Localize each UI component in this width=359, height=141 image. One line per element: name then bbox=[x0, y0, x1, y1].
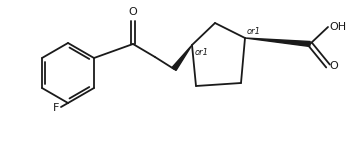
Text: or1: or1 bbox=[247, 27, 261, 36]
Text: O: O bbox=[329, 61, 338, 71]
Text: or1: or1 bbox=[195, 48, 209, 57]
Polygon shape bbox=[172, 45, 192, 70]
Text: F: F bbox=[53, 103, 59, 113]
Polygon shape bbox=[245, 38, 310, 47]
Text: OH: OH bbox=[329, 22, 346, 32]
Text: O: O bbox=[129, 7, 137, 17]
